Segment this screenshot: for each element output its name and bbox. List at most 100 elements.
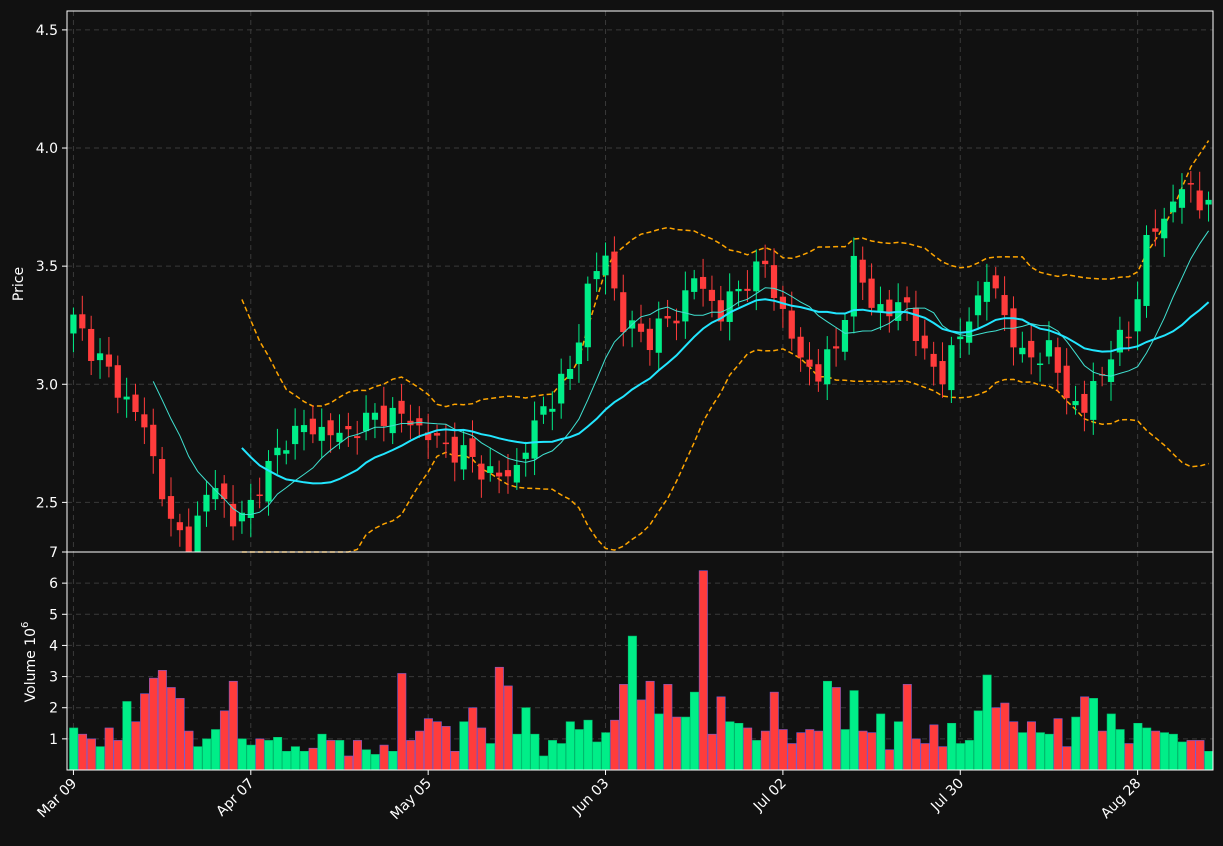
volume-bar: [406, 740, 416, 771]
volume-tick-label: 6: [49, 576, 58, 592]
candle-body: [371, 412, 379, 420]
volume-bar: [246, 744, 256, 771]
volume-bar: [592, 741, 602, 771]
candle-body: [1045, 340, 1053, 357]
candle-body: [1107, 359, 1115, 382]
volume-bar: [822, 680, 832, 771]
volume-bar: [1062, 746, 1072, 771]
volume-bar: [911, 738, 921, 771]
volume-bar: [423, 718, 433, 771]
candle-body: [309, 418, 316, 435]
price-tick-label: 3.0: [36, 377, 58, 393]
volume-bar: [1044, 733, 1054, 771]
volume-bar: [1000, 702, 1010, 771]
volume-bar: [1186, 740, 1196, 771]
volume-bar: [1106, 713, 1116, 771]
candle-body: [522, 452, 529, 459]
candle-body: [194, 515, 201, 552]
candle-body: [123, 396, 130, 400]
candle-body: [593, 271, 600, 280]
candle-body: [1196, 190, 1203, 211]
candle-body: [602, 255, 609, 276]
volume-bar: [796, 732, 806, 771]
price-tick-label: 4.0: [36, 141, 58, 157]
bollinger-lower-line: [241, 348, 1209, 553]
volume-bar: [397, 673, 407, 771]
moving-average-short-line: [152, 230, 1210, 516]
volume-bar: [379, 744, 389, 771]
candle-body: [238, 512, 246, 522]
candle-body: [132, 394, 139, 413]
volume-bar: [441, 726, 451, 771]
volume-bar: [370, 754, 380, 771]
volume-bar: [1204, 751, 1214, 771]
volume-bar: [849, 690, 859, 771]
volume-tick-label: 3: [49, 670, 58, 686]
volume-bar: [149, 677, 158, 771]
axes-frames: [66, 10, 1214, 771]
volume-bar: [548, 740, 558, 771]
candle-body: [256, 494, 263, 497]
price-axis-label: Price: [11, 267, 27, 301]
candle-body: [717, 300, 724, 322]
price-y-ticks: 2.5 3.0 3.5 4.0 4.5: [36, 23, 67, 511]
volume-bar: [1035, 732, 1045, 771]
volume-bar: [1151, 730, 1161, 771]
volume-bar: [468, 707, 478, 771]
volume-bar: [1089, 698, 1099, 771]
volume-bar: [1168, 733, 1178, 771]
volume-bar: [352, 740, 362, 771]
volume-bar: [282, 751, 292, 771]
volume-bar: [184, 730, 194, 771]
candle-body: [398, 400, 405, 414]
candle-body: [380, 405, 387, 427]
candle-body: [655, 318, 662, 353]
candle-body: [903, 297, 911, 303]
volume-bar: [494, 666, 504, 771]
candle-body: [1036, 363, 1044, 366]
candle-body: [70, 314, 77, 334]
volume-bar: [663, 684, 673, 771]
candle-body: [939, 361, 946, 385]
candle-body: [664, 316, 671, 319]
candle-body: [1178, 189, 1186, 208]
candle-body: [531, 420, 538, 459]
candle-body: [105, 354, 113, 367]
volume-bar: [947, 722, 957, 771]
price-tick-label: 3.5: [36, 259, 58, 275]
volume-bar: [78, 733, 88, 771]
candle-body: [859, 259, 866, 283]
volume-bar: [725, 721, 735, 771]
volume-bar: [583, 719, 593, 771]
candle-body: [540, 406, 547, 415]
candle-body: [620, 292, 627, 333]
volume-bar: [335, 740, 345, 771]
volume-bar: [1097, 730, 1107, 771]
volume-bar: [814, 730, 824, 771]
volume-bar: [707, 733, 717, 771]
candle-body: [292, 425, 299, 445]
volume-bar: [956, 743, 965, 771]
candle-body: [185, 526, 192, 552]
moving-averages: [152, 230, 1210, 516]
volume-bar: [415, 730, 425, 771]
candle-body: [691, 278, 698, 292]
volume-bar: [929, 724, 939, 771]
candle-body: [983, 281, 990, 302]
candle-body: [327, 420, 334, 436]
candle-body: [389, 407, 396, 434]
volume-bar: [539, 755, 549, 771]
volume-bar: [1053, 718, 1063, 771]
candle-body: [1134, 299, 1141, 332]
candle-body: [478, 463, 485, 480]
volume-bar: [1195, 740, 1205, 771]
volume-bar: [565, 721, 575, 771]
volume-bar: [654, 713, 664, 771]
volume-bar: [902, 684, 912, 771]
candle-body: [274, 447, 281, 456]
volume-bar: [1080, 696, 1090, 771]
volume-bar: [1159, 732, 1169, 771]
candle-body: [850, 255, 857, 317]
